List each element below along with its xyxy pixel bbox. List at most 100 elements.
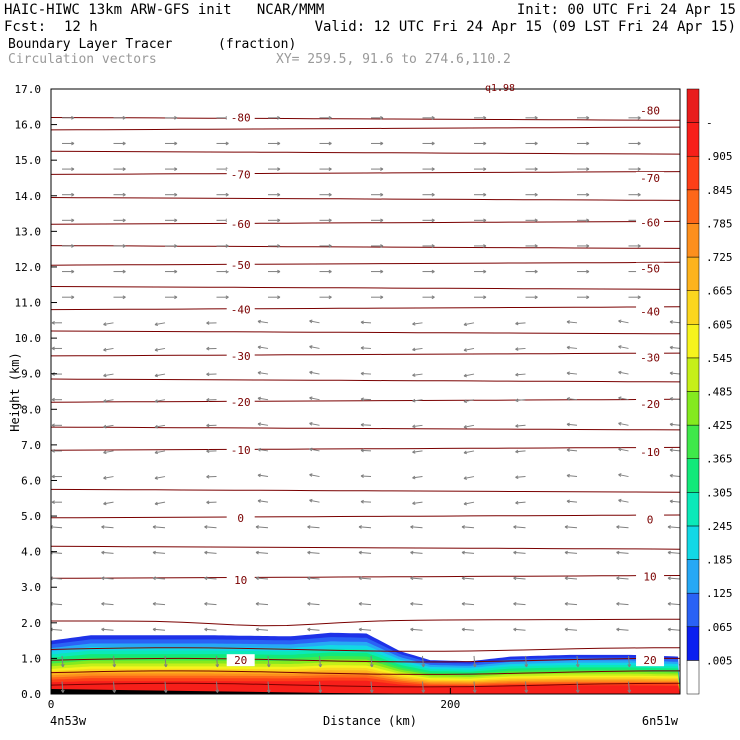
colorbar-swatch <box>686 357 700 392</box>
vector-arrowhead <box>463 322 468 327</box>
vector-arrowhead <box>515 347 519 351</box>
vector-arrowhead <box>206 398 210 402</box>
vector-arrowhead <box>515 321 519 326</box>
vector-arrowhead <box>122 269 126 274</box>
vector-arrow <box>618 474 629 478</box>
y-tick-label: 1.0 <box>21 652 41 665</box>
contour-label-bg <box>636 216 665 229</box>
contour-line <box>51 126 680 131</box>
vector-arrowhead <box>472 689 477 693</box>
vector-arrowhead <box>122 167 126 171</box>
vector-arrow <box>410 577 423 580</box>
vector-arrowhead <box>112 663 117 668</box>
vector-arrowhead <box>206 500 210 505</box>
vector-arrow <box>667 526 680 529</box>
vector-arrowhead <box>586 295 590 300</box>
contour-line <box>51 220 680 225</box>
vector-arrow <box>576 655 579 667</box>
colorbar: .005 .065 .125 .185 .245 .305 .365 .425 .485 .545… <box>686 88 733 695</box>
vector-arrow <box>267 655 270 667</box>
y-tick-label: 14.0 <box>15 190 42 203</box>
contour-label-bg <box>226 259 255 272</box>
vector-arrow <box>525 655 527 667</box>
vector-arrowhead <box>463 450 468 455</box>
vector-arrowhead <box>618 370 622 375</box>
vector-arrow <box>152 603 166 606</box>
vector-arrow <box>309 448 320 452</box>
contour-label-bg <box>226 168 255 181</box>
y-tick-label: 4.0 <box>21 546 41 559</box>
vector-arrow <box>360 321 372 324</box>
vector-arrowhead <box>534 115 538 120</box>
vector-arrow <box>154 399 166 402</box>
vector-arrow <box>61 655 64 667</box>
contour-line <box>51 657 680 663</box>
colorbar-swatch <box>686 525 700 560</box>
vector-arrowhead <box>534 295 538 300</box>
vector-arrow <box>204 526 217 529</box>
vector-arrowhead <box>566 396 570 401</box>
vector-arrowhead <box>618 345 622 349</box>
vector-arrow <box>515 399 526 402</box>
vector-arrow <box>412 501 423 504</box>
vector-arrow <box>360 347 372 349</box>
vector-arrowhead <box>618 447 622 452</box>
vector-arrowhead <box>101 602 105 606</box>
vector-arrowhead <box>513 602 517 606</box>
vector-arrow <box>154 373 166 377</box>
vector-arrow <box>152 551 166 554</box>
vector-arrow <box>257 320 269 324</box>
forecast-hour: 12 h <box>64 19 98 35</box>
vector-arrowhead <box>513 627 517 632</box>
vector-arrow <box>358 526 372 529</box>
colorbar-swatch <box>686 256 700 291</box>
contour-label-bg <box>226 349 255 362</box>
vector-arrowhead <box>669 473 673 478</box>
vector-arrowhead <box>309 345 313 349</box>
vector-arrowhead <box>566 473 570 478</box>
contour-label: -30 <box>640 352 660 365</box>
x-axis-label: Distance (km) <box>323 714 417 728</box>
contour-line <box>51 488 680 493</box>
vector-arrowhead <box>616 550 620 555</box>
vector-arrow <box>513 628 526 631</box>
vector-arrowhead <box>534 244 538 248</box>
terrain-shape <box>51 689 451 694</box>
vector-arrowhead <box>616 525 620 529</box>
contour-line <box>51 150 680 155</box>
contour-line <box>51 117 680 121</box>
vector-arrow <box>473 681 476 693</box>
vector-arrow <box>358 577 372 580</box>
vector-arrow <box>103 347 114 351</box>
vector-arrow <box>101 551 114 554</box>
vector-arrow <box>307 603 320 606</box>
vector-arrow <box>463 322 475 326</box>
vector-arrowhead <box>255 550 259 555</box>
vector-arrow <box>154 450 166 454</box>
colorbar-swatch <box>686 391 700 426</box>
vector-arrow <box>410 628 423 631</box>
vector-arrow <box>618 422 629 426</box>
contour-label: -80 <box>231 111 251 124</box>
contour-label-bg <box>636 305 665 318</box>
vector-arrowhead <box>515 398 519 403</box>
vector-arrowhead <box>463 373 468 378</box>
vector-arrowhead <box>616 602 620 606</box>
contour-label: 10 <box>643 571 656 584</box>
vector-arrowhead <box>431 269 435 274</box>
vector-arrowhead <box>667 602 671 606</box>
vector-arrow <box>515 424 526 427</box>
vector-arrowhead <box>515 372 519 377</box>
vector-arrowhead <box>101 576 105 581</box>
colorbar-label: .545 <box>706 352 733 365</box>
vector-arrow <box>307 526 320 529</box>
vector-arrow <box>463 347 475 351</box>
vector-arrowhead <box>461 525 465 529</box>
vector-arrow <box>473 655 476 667</box>
vector-arrow <box>461 526 475 529</box>
vector-arrow <box>422 655 424 667</box>
vector-arrowhead <box>360 397 364 402</box>
vector-arrowhead <box>174 244 178 248</box>
vector-arrow <box>566 372 578 375</box>
